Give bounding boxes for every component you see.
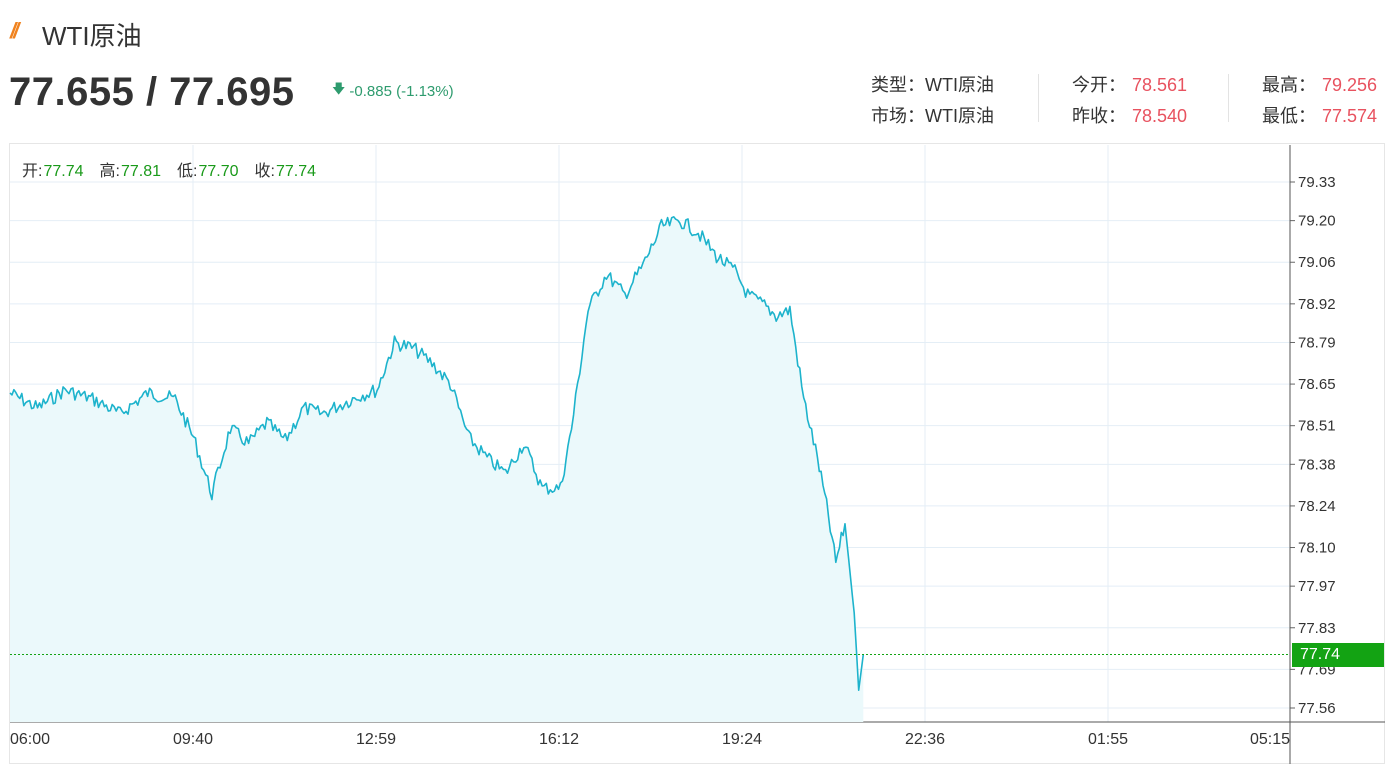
y-tick-label: 77.56 (1298, 700, 1336, 717)
prev-close-value: 78.540 (1132, 106, 1188, 126)
y-tick-label: 78.38 (1298, 456, 1336, 473)
change-text: -0.885 (-1.13%) (349, 82, 454, 100)
ohlc-close-label: 收: (254, 163, 275, 180)
info-type-market: 类型：WTI原油 市场：WTI原油 (871, 70, 994, 132)
x-tick-label: 22:36 (905, 731, 945, 748)
x-tick-label: 16:12 (539, 731, 579, 748)
ohlc-close-value: 77.74 (275, 163, 316, 180)
logo-icon: // (10, 18, 19, 43)
x-tick-label: 19:24 (722, 731, 762, 748)
y-tick-label: 78.10 (1298, 540, 1336, 557)
market-label: 市场： (871, 106, 925, 126)
x-tick-label: 06:00 (10, 731, 50, 748)
ohlc-high-value: 77.81 (120, 163, 161, 180)
chart-frame (9, 143, 1385, 764)
y-tick-label: 78.79 (1298, 334, 1336, 351)
high-value: 79.256 (1322, 75, 1378, 95)
ohlc-open-label: 开: (22, 163, 43, 180)
type-label: 类型： (871, 75, 925, 95)
ohlc-high-label: 高: (99, 163, 120, 180)
price-change: 🡇 -0.885 (-1.13%) (332, 80, 454, 102)
y-tick-label: 78.65 (1298, 376, 1336, 393)
y-tick-label: 78.92 (1298, 296, 1336, 313)
ohlc-low-value: 77.70 (198, 163, 239, 180)
open-value: 78.561 (1132, 75, 1188, 95)
y-tick-label: 77.97 (1298, 578, 1336, 595)
page-title: WTI原油 (42, 21, 142, 51)
y-tick-label: 79.33 (1298, 174, 1336, 191)
price-quote: 77.655 / 77.695 (9, 70, 295, 114)
low-value: 77.574 (1322, 106, 1378, 126)
x-tick-label: 01:55 (1088, 731, 1128, 748)
x-tick-label: 05:15 (1250, 731, 1290, 748)
x-tick-label: 12:59 (356, 731, 396, 748)
info-divider (1228, 74, 1229, 122)
ohlc-low-label: 低: (177, 163, 198, 180)
market-value: WTI原油 (925, 106, 994, 126)
info-open-close: 今开： 78.561 昨收： 78.540 (1072, 70, 1187, 132)
y-tick-label: 78.24 (1298, 498, 1336, 515)
series-area (10, 216, 864, 723)
current-price-badge: 77.74 (1292, 642, 1384, 667)
open-label: 今开： (1072, 75, 1126, 95)
ohlc-readout: 开:77.74 高:77.81 低:77.70 收:77.74 (22, 157, 316, 181)
y-tick-label: 79.20 (1298, 213, 1336, 230)
y-tick-label: 79.06 (1298, 254, 1336, 271)
prev-close-label: 昨收： (1072, 106, 1126, 126)
y-tick-label: 77.83 (1298, 620, 1336, 637)
ohlc-open-value: 77.74 (43, 163, 84, 180)
y-tick-label: 78.51 (1298, 418, 1336, 435)
type-value: WTI原油 (925, 75, 994, 95)
arrow-down-icon: 🡇 (332, 81, 346, 96)
info-divider (1038, 74, 1039, 122)
x-tick-label: 09:40 (173, 731, 213, 748)
info-high-low: 最高： 79.256 最低： 77.574 (1262, 70, 1377, 132)
low-label: 最低： (1262, 106, 1316, 126)
series-line (9, 216, 865, 691)
high-label: 最高： (1262, 75, 1316, 95)
